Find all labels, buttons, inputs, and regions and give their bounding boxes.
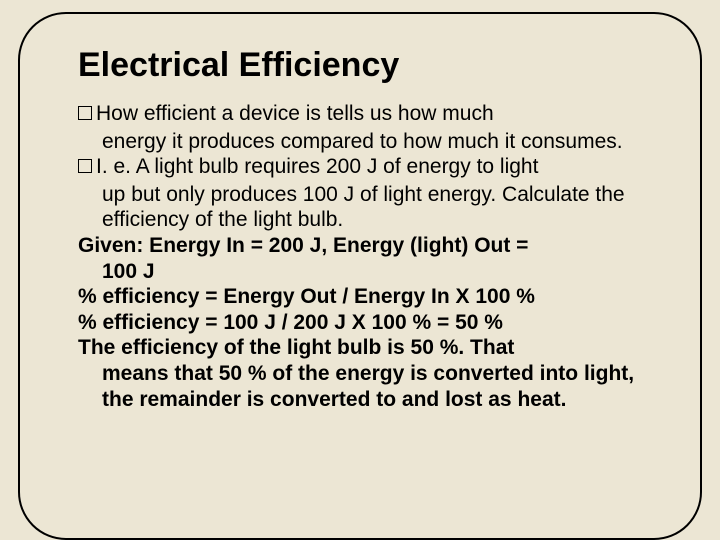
bullet-2-continuation: up but only produces 100 J of light ener… bbox=[78, 182, 652, 233]
slide-body: How efficient a device is tells us how m… bbox=[78, 101, 652, 412]
given-label: Given: Energy In = 200 J, Energy (light)… bbox=[78, 234, 528, 257]
square-bullet-icon bbox=[78, 106, 92, 120]
calc-line: % efficiency = 100 J / 200 J X 100 % = 5… bbox=[78, 310, 652, 336]
conclusion-line: The efficiency of the light bulb is 50 %… bbox=[78, 335, 652, 412]
conclusion-lead: The efficiency of the light bulb is 50 %… bbox=[78, 336, 514, 359]
slide-title: Electrical Efficiency bbox=[78, 46, 652, 85]
bullet-1-lead: How efficient a device is tells us how m… bbox=[96, 101, 652, 127]
bullet-1-continuation: energy it produces compared to how much … bbox=[78, 129, 652, 155]
bullet-item-2: I. e. A light bulb requires 200 J of ene… bbox=[78, 154, 652, 180]
slide-frame: Electrical Efficiency How efficient a de… bbox=[18, 12, 702, 540]
formula-line: % efficiency = Energy Out / Energy In X … bbox=[78, 284, 652, 310]
given-line: Given: Energy In = 200 J, Energy (light)… bbox=[78, 233, 652, 284]
bullet-2-lead: I. e. A light bulb requires 200 J of ene… bbox=[96, 154, 652, 180]
bullet-item-1: How efficient a device is tells us how m… bbox=[78, 101, 652, 127]
conclusion-cont: means that 50 % of the energy is convert… bbox=[78, 361, 652, 412]
given-value: 100 J bbox=[78, 259, 652, 285]
square-bullet-icon bbox=[78, 159, 92, 173]
